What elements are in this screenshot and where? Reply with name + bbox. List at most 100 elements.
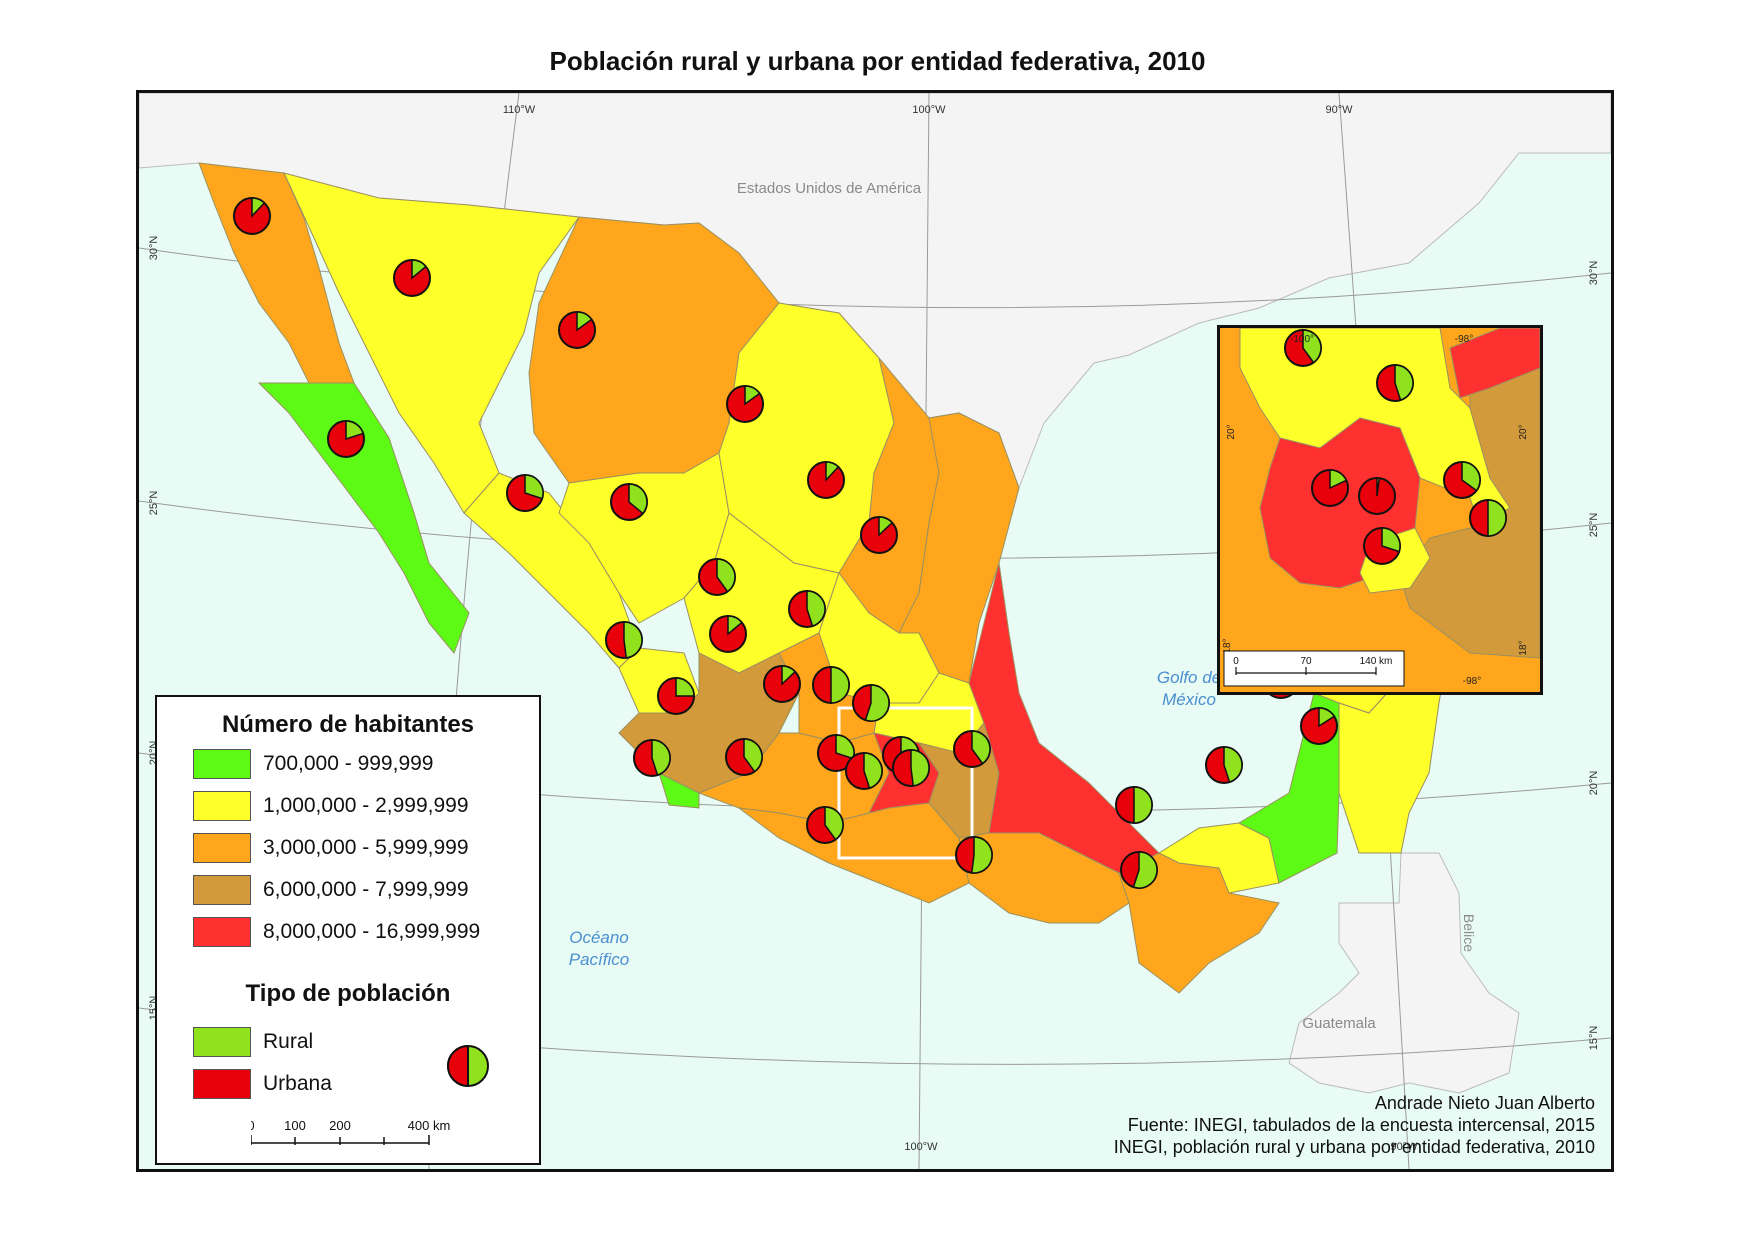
svg-text:0: 0 (251, 1118, 255, 1133)
svg-text:100°W: 100°W (904, 1141, 938, 1153)
inset-pie-chart-7 (1363, 527, 1401, 565)
legend-swatch-urban (193, 1069, 251, 1099)
state-pie-chart-20 (817, 734, 855, 772)
state-pie-chart-7 (610, 483, 648, 521)
svg-text:25°N: 25°N (1588, 513, 1600, 538)
legend-class-2: 1,000,000 - 2,999,999 (193, 791, 469, 821)
map-title: Población rural y urbana por entidad fed… (549, 46, 1206, 76)
inset-canvas: -100° -98° -98° 20° 20° 18° 18° 0 70 140… (1220, 328, 1540, 692)
mexico-states[interactable] (198, 162, 1450, 994)
state-pie-chart-2 (393, 259, 431, 297)
svg-text:30°N: 30°N (148, 236, 160, 261)
legend-class-1: 700,000 - 999,999 (193, 749, 433, 779)
inset-extent-box (837, 706, 974, 860)
state-pie-chart-11 (788, 590, 826, 628)
svg-text:20°: 20° (1226, 424, 1237, 439)
inset-pie-chart-5 (1443, 461, 1481, 499)
inset-pie-chart-1 (1284, 329, 1322, 367)
credit-author: Andrade Nieto Juan Alberto (1374, 1093, 1595, 1113)
inset-graticule-labels: -100° -98° -98° 20° 20° 18° 18° (1222, 334, 1529, 687)
pie-chart-layer (233, 197, 1338, 889)
state-pie-chart-4 (327, 420, 365, 458)
state-pie-chart-6 (506, 474, 544, 512)
state-baja-california-sur[interactable] (257, 382, 470, 654)
svg-text:15°N: 15°N (1588, 1026, 1600, 1051)
state-pie-chart-31 (1300, 707, 1338, 745)
inset-scale-bar (1235, 667, 1377, 675)
legend-class-4: 6,000,000 - 7,999,999 (193, 875, 469, 905)
inset-pie-chart-4 (1358, 477, 1396, 515)
legend-pie-icon (447, 1044, 489, 1088)
state-pie-chart-12 (605, 621, 643, 659)
label-guatemala: Guatemala (1302, 1015, 1376, 1032)
legend-class-5: 8,000,000 - 16,999,999 (193, 917, 480, 947)
state-pie-chart-10 (698, 558, 736, 596)
legend-type-urban: Urbana (193, 1069, 332, 1099)
svg-text:18°: 18° (1222, 638, 1233, 653)
credit-source-2: INEGI, población rural y urbana por enti… (1113, 1137, 1595, 1157)
inset-pie-chart-6 (1469, 499, 1507, 537)
svg-text:400 km: 400 km (408, 1118, 451, 1133)
state-pie-chart-5 (726, 385, 764, 423)
label-ocean-2: Pacífico (569, 950, 629, 969)
state-veracruz[interactable] (968, 562, 1160, 874)
credit-source-1: Fuente: INEGI, tabulados de la encuesta … (1127, 1115, 1595, 1135)
legend-swatch (193, 917, 251, 947)
label-gulf-2: México (1162, 690, 1216, 709)
legend-swatch (193, 875, 251, 905)
state-pie-chart-15 (763, 665, 801, 703)
legend-swatch (193, 791, 251, 821)
inset-pie-chart-2 (1376, 364, 1414, 402)
state-pie-chart-8 (807, 461, 845, 499)
legend-swatch (193, 833, 251, 863)
state-pie-chart-1 (233, 197, 271, 235)
legend-title-type: Tipo de población (245, 980, 451, 1007)
state-pie-chart-18 (633, 739, 671, 777)
state-pie-chart-26 (955, 836, 993, 874)
svg-text:-98°: -98° (1455, 334, 1473, 345)
svg-text:100°W: 100°W (912, 104, 946, 116)
map-legend: Número de habitantes 700,000 - 999,999 1… (155, 695, 541, 1165)
svg-text:90°W: 90°W (1325, 104, 1353, 116)
state-colima[interactable] (658, 772, 700, 809)
legend-swatch-rural (193, 1027, 251, 1057)
inset-red-northeast (1449, 328, 1540, 399)
state-pie-chart-19 (725, 738, 763, 776)
svg-text:30°N: 30°N (1588, 261, 1600, 286)
svg-text:18°: 18° (1518, 640, 1529, 655)
inset-scale-box (1223, 650, 1405, 687)
inset-map[interactable]: -100° -98° -98° 20° 20° 18° 18° 0 70 140… (1217, 325, 1543, 695)
svg-text:-100°: -100° (1290, 334, 1314, 345)
state-pie-chart-13 (709, 615, 747, 653)
state-pie-chart-22 (845, 752, 883, 790)
label-belize: Belice (1461, 914, 1477, 952)
state-pie-chart-27 (1115, 786, 1153, 824)
state-pie-chart-28 (1120, 851, 1158, 889)
inset-pie-layer (1284, 329, 1507, 565)
state-pie-chart-9 (860, 516, 898, 554)
label-usa: Estados Unidos de América (737, 180, 922, 197)
state-sonora[interactable] (283, 172, 580, 514)
state-pie-chart-23 (892, 749, 930, 787)
svg-text:90°W: 90°W (1390, 1141, 1418, 1153)
state-pie-chart-14 (657, 677, 695, 715)
label-gulf-1: Golfo de (1157, 668, 1221, 687)
state-pie-chart-25 (806, 806, 844, 844)
svg-text:200: 200 (329, 1118, 351, 1133)
legend-class-3: 3,000,000 - 5,999,999 (193, 833, 469, 863)
svg-text:20°N: 20°N (1588, 771, 1600, 796)
state-guerrero[interactable] (737, 802, 970, 904)
svg-text:-98°: -98° (1463, 676, 1481, 687)
svg-text:20°: 20° (1518, 424, 1529, 439)
svg-text:100: 100 (284, 1118, 306, 1133)
state-pie-chart-24 (953, 730, 991, 768)
legend-title-population: Número de habitantes (221, 711, 475, 738)
label-ocean-1: Océano (569, 928, 629, 947)
svg-text:140 km: 140 km (1360, 656, 1393, 667)
state-pie-chart-17 (852, 684, 890, 722)
guatemala-belize-land (1288, 852, 1520, 1094)
map-credits: Andrade Nieto Juan Alberto Fuente: INEGI… (1114, 1092, 1595, 1158)
map-canvas[interactable]: Estados Unidos de América Golfo de Méxic… (139, 93, 1611, 1169)
svg-text:25°N: 25°N (148, 491, 160, 516)
svg-text:110°W: 110°W (503, 104, 536, 116)
